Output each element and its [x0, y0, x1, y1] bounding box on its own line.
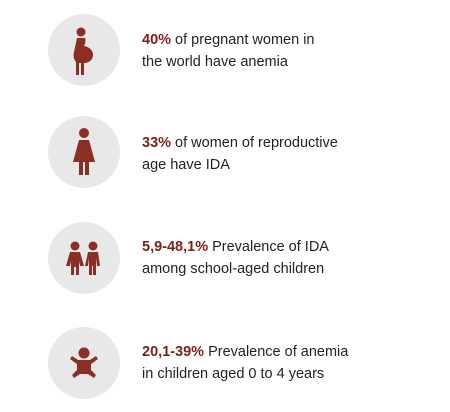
text: Prevalence of anemia [208, 344, 349, 360]
text-line: age have IDA [142, 157, 230, 173]
children-icon [48, 222, 120, 294]
text-line: 20,1-39% Prevalence of anemia [142, 341, 348, 363]
pregnant-icon [48, 14, 120, 86]
highlight: 33% [142, 135, 172, 151]
highlight: 20,1-39% [142, 344, 205, 360]
text-line: 40% of pregnant women in [142, 29, 314, 51]
item-text: 20,1-39% Prevalence of anemia in children… [142, 341, 348, 385]
text-line: among school-aged children [142, 261, 325, 277]
item-text: 33% of women of reproductive age have IDA [142, 132, 338, 176]
highlight: 5,9-48,1% [142, 239, 209, 255]
text-line: 5,9-48,1% Prevalence of IDA [142, 236, 329, 258]
text-line: in children aged 0 to 4 years [142, 366, 325, 382]
text: of pregnant women in [175, 32, 315, 48]
text-line: the world have anemia [142, 54, 288, 70]
item-text: 40% of pregnant women in the world have a… [142, 29, 314, 73]
text-line: 33% of women of reproductive [142, 132, 338, 154]
woman-icon [48, 116, 120, 188]
highlight: 40% [142, 32, 172, 48]
baby-icon [48, 327, 120, 399]
text: of women of reproductive [175, 135, 338, 151]
item-text: 5,9-48,1% Prevalence of IDA among school-… [142, 236, 329, 280]
text: Prevalence of IDA [212, 239, 329, 255]
